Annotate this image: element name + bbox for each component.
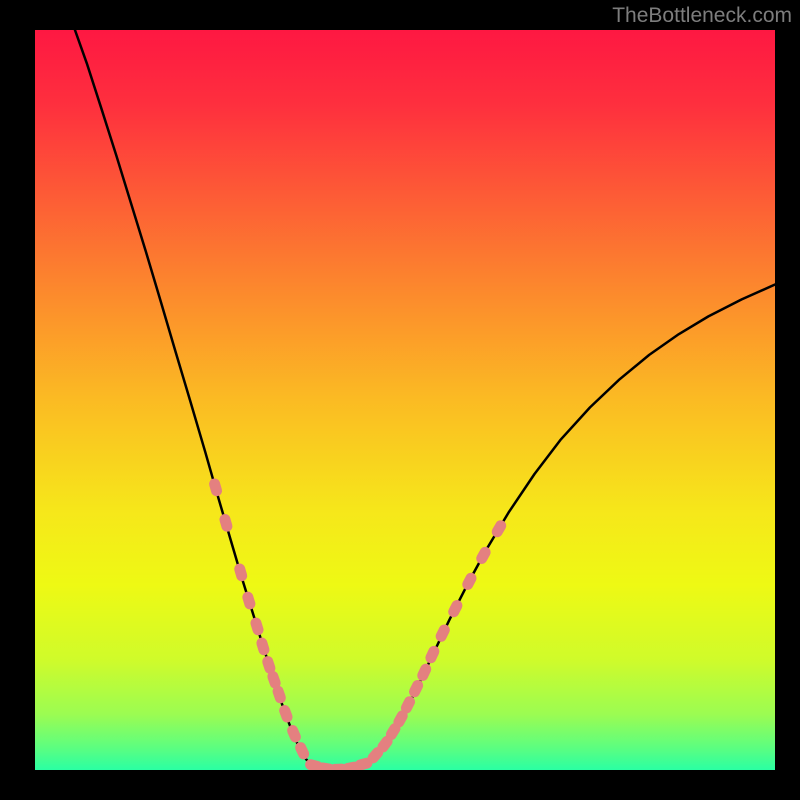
plot-background	[35, 30, 775, 770]
stage: TheBottleneck.com	[0, 0, 800, 800]
watermark-text: TheBottleneck.com	[612, 4, 792, 28]
chart-svg	[35, 30, 775, 770]
